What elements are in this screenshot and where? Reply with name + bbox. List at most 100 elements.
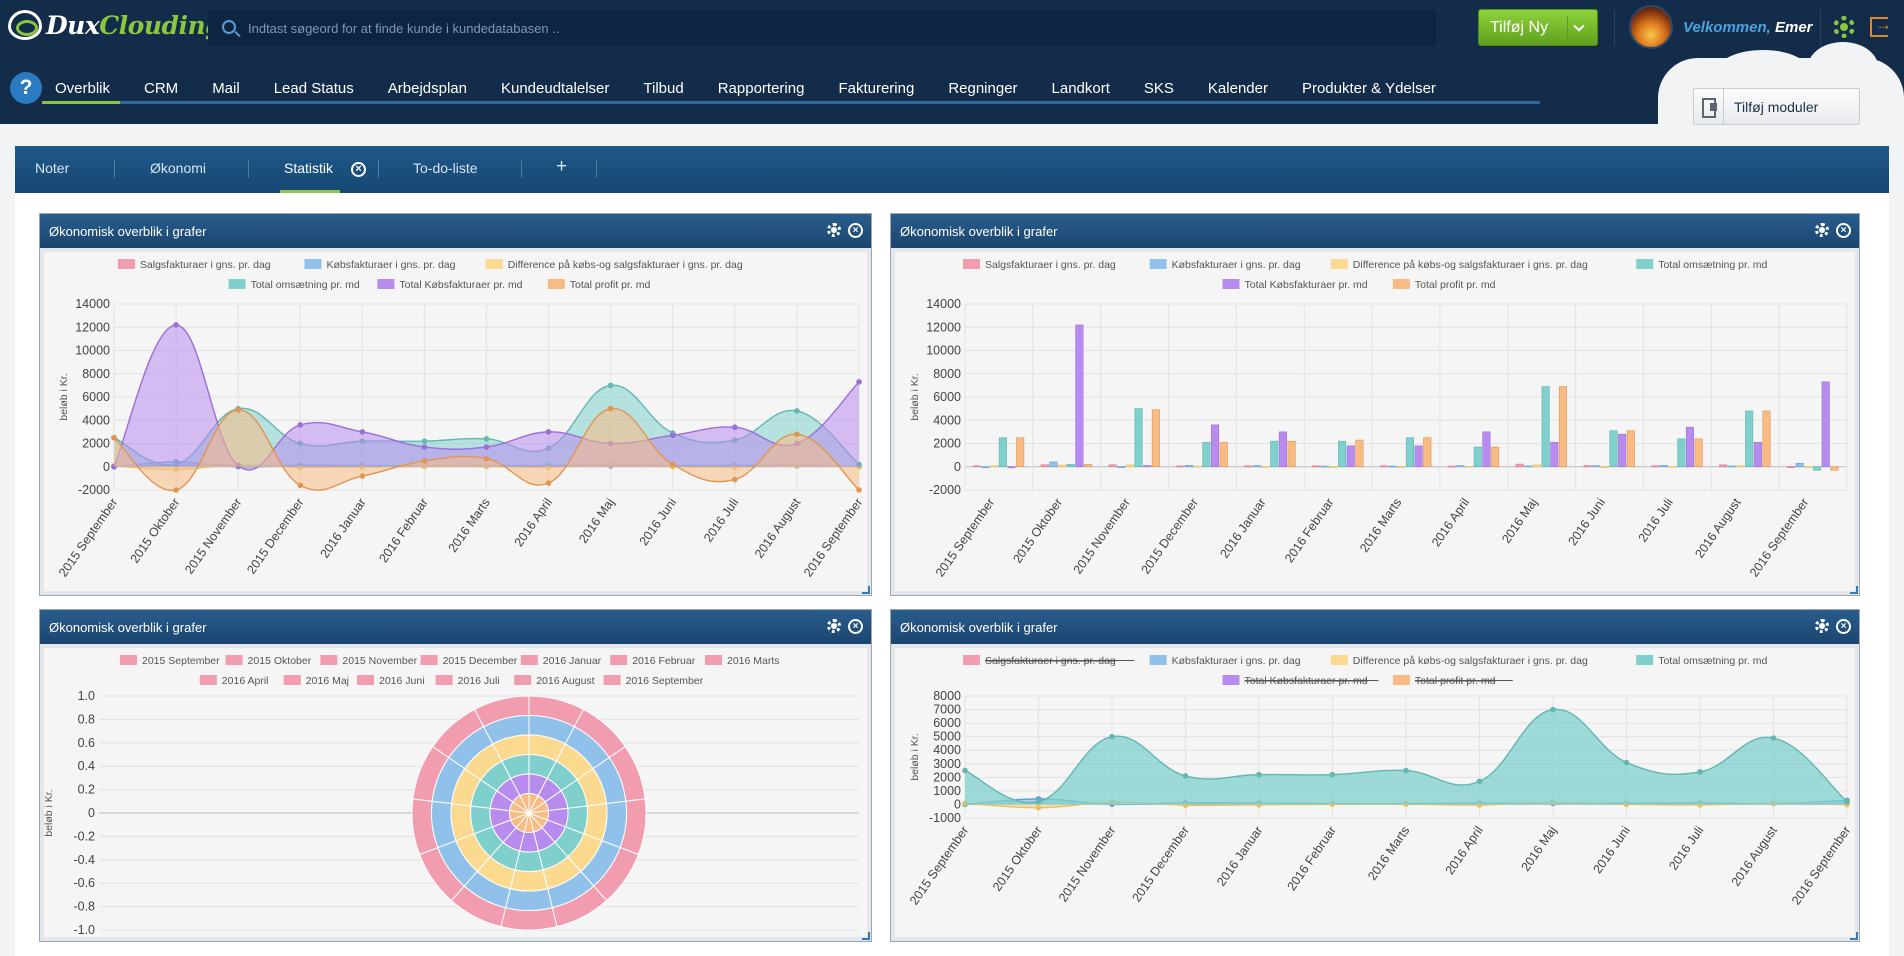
- legend-swatch[interactable]: [117, 259, 135, 269]
- legend-swatch[interactable]: [283, 675, 301, 685]
- bar[interactable]: [1830, 466, 1839, 471]
- bar[interactable]: [1541, 386, 1550, 468]
- data-point[interactable]: [359, 429, 366, 435]
- bar[interactable]: [1252, 465, 1261, 468]
- bar[interactable]: [1736, 465, 1745, 468]
- legend-swatch[interactable]: [547, 279, 565, 289]
- legend-label[interactable]: 2015 September: [142, 655, 220, 667]
- bar[interactable]: [990, 465, 999, 468]
- bar[interactable]: [1532, 464, 1542, 468]
- resize-icon[interactable]: [862, 932, 870, 940]
- data-point[interactable]: [1770, 735, 1777, 741]
- logo[interactable]: DuxClouding: [8, 8, 223, 42]
- avatar[interactable]: [1629, 5, 1673, 49]
- data-point[interactable]: [732, 476, 738, 483]
- legend-label[interactable]: 2016 September: [626, 675, 704, 687]
- legend-label[interactable]: Difference på købs-og salgsfakturaer i g…: [1353, 259, 1588, 271]
- data-point[interactable]: [607, 405, 614, 412]
- bar[interactable]: [981, 466, 990, 469]
- legend-label[interactable]: Total omsætning pr. md: [1658, 259, 1767, 271]
- legend-label[interactable]: Total omsætning pr. md: [251, 279, 360, 291]
- bar[interactable]: [1185, 465, 1194, 468]
- nav-item-2[interactable]: Mail: [212, 80, 240, 97]
- data-point[interactable]: [235, 406, 241, 413]
- data-point[interactable]: [794, 431, 800, 437]
- legend-label[interactable]: 2016 Januar: [543, 655, 602, 667]
- bar[interactable]: [1583, 465, 1592, 468]
- legend-label[interactable]: 2015 December: [443, 655, 518, 667]
- data-point[interactable]: [1109, 733, 1115, 740]
- data-point[interactable]: [297, 422, 304, 428]
- bar[interactable]: [1456, 465, 1465, 468]
- legend-swatch[interactable]: [1149, 655, 1167, 665]
- close-icon[interactable]: ×: [848, 619, 863, 634]
- bar[interactable]: [1193, 465, 1202, 468]
- data-point[interactable]: [856, 487, 862, 493]
- bar[interactable]: [1219, 442, 1228, 468]
- bar[interactable]: [1465, 465, 1474, 468]
- bar[interactable]: [1592, 465, 1601, 468]
- nav-item-6[interactable]: Tilbud: [643, 80, 684, 97]
- legend-swatch[interactable]: [377, 279, 395, 289]
- nav-item-10[interactable]: Landkort: [1051, 80, 1110, 97]
- bar[interactable]: [1397, 466, 1406, 468]
- legend-swatch[interactable]: [485, 259, 503, 269]
- bar[interactable]: [1134, 408, 1143, 468]
- data-point[interactable]: [962, 767, 968, 774]
- bar[interactable]: [1482, 431, 1491, 468]
- legend-label[interactable]: Købsfakturaer i gns. pr. dag: [1172, 259, 1301, 271]
- bar[interactable]: [1524, 465, 1533, 468]
- bar[interactable]: [1143, 465, 1152, 468]
- legend-swatch[interactable]: [963, 259, 980, 269]
- data-point[interactable]: [669, 461, 676, 468]
- bar[interactable]: [1812, 466, 1822, 471]
- bar[interactable]: [1379, 465, 1388, 468]
- legend-swatch[interactable]: [1636, 259, 1654, 269]
- bar[interactable]: [998, 437, 1007, 468]
- legend-swatch[interactable]: [1330, 655, 1348, 665]
- bar[interactable]: [1125, 464, 1134, 468]
- bar[interactable]: [1727, 465, 1736, 468]
- legend-swatch[interactable]: [1330, 259, 1348, 269]
- bar[interactable]: [1405, 437, 1414, 468]
- data-point[interactable]: [1844, 798, 1850, 805]
- add-modules-button[interactable]: Tilføj moduler: [1693, 88, 1860, 125]
- resize-icon[interactable]: [862, 586, 870, 594]
- bar[interactable]: [1040, 464, 1049, 468]
- gear-icon[interactable]: [1833, 16, 1855, 38]
- data-point[interactable]: [1550, 706, 1556, 713]
- bar[interactable]: [1550, 442, 1559, 468]
- gear-icon[interactable]: [1815, 619, 1829, 633]
- bar[interactable]: [1626, 430, 1635, 468]
- legend-swatch[interactable]: [320, 655, 338, 665]
- bar[interactable]: [1753, 442, 1762, 468]
- data-point[interactable]: [111, 434, 117, 441]
- bar[interactable]: [1346, 445, 1355, 468]
- legend-swatch[interactable]: [199, 675, 217, 685]
- data-point[interactable]: [359, 473, 366, 479]
- nav-item-8[interactable]: Fakturering: [838, 80, 915, 97]
- data-point[interactable]: [669, 432, 676, 439]
- add-tab-button[interactable]: +: [556, 156, 568, 177]
- nav-item-9[interactable]: Regninger: [948, 80, 1018, 97]
- legend-label[interactable]: Total omsætning pr. md: [1658, 655, 1767, 667]
- data-point[interactable]: [483, 436, 490, 442]
- gear-icon[interactable]: [827, 619, 841, 633]
- bar[interactable]: [1270, 440, 1279, 468]
- legend-label[interactable]: Total Købsfakturaer pr. md: [1245, 279, 1368, 291]
- bar[interactable]: [1694, 438, 1703, 468]
- legend-swatch[interactable]: [435, 675, 453, 685]
- bar[interactable]: [1202, 442, 1211, 468]
- gear-icon[interactable]: [827, 223, 841, 237]
- data-point[interactable]: [421, 444, 428, 450]
- bar[interactable]: [1108, 464, 1117, 468]
- data-point[interactable]: [1329, 771, 1336, 778]
- resize-icon[interactable]: [1850, 586, 1858, 594]
- legend-label[interactable]: Total profit pr. md: [1415, 279, 1496, 291]
- legend-swatch[interactable]: [1636, 655, 1654, 665]
- bar[interactable]: [1320, 465, 1329, 468]
- bar[interactable]: [1414, 445, 1423, 468]
- data-point[interactable]: [173, 487, 179, 493]
- data-point[interactable]: [545, 429, 552, 435]
- bar[interactable]: [1151, 409, 1160, 468]
